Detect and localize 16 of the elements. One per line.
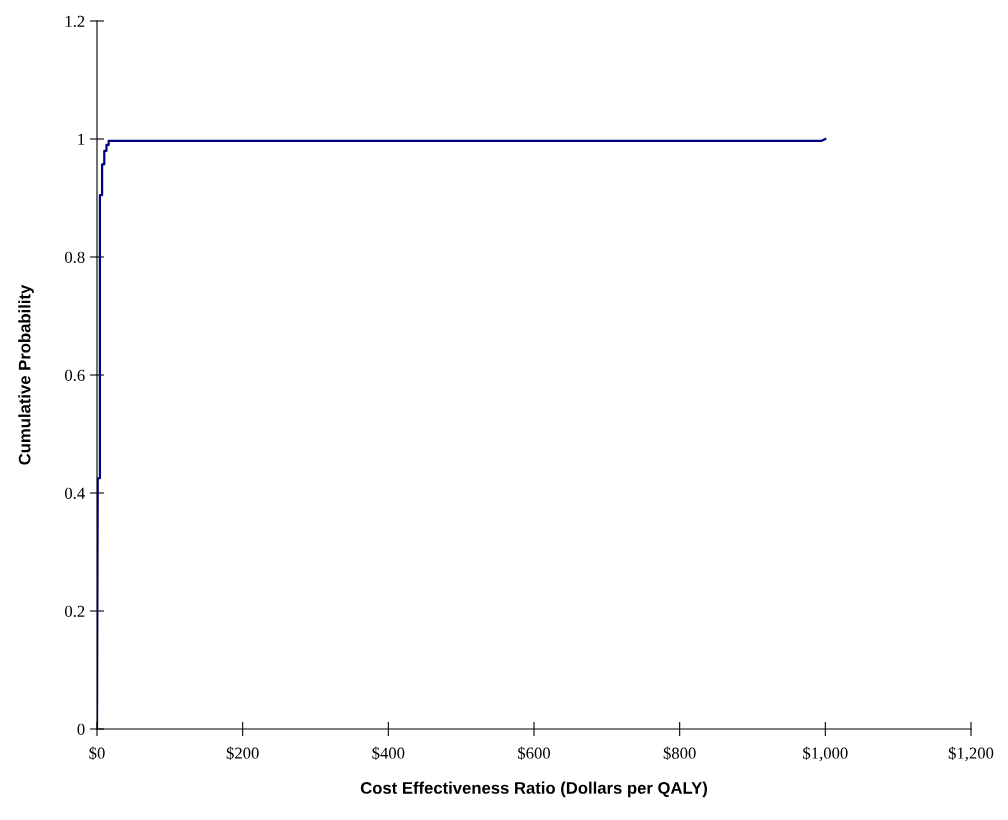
x-tick-label: $1,200 bbox=[948, 746, 994, 762]
x-tick-label: $400 bbox=[372, 746, 405, 760]
x-tick-label: $800 bbox=[663, 746, 696, 760]
y-tick-label: 1.2 bbox=[65, 15, 85, 28]
y-tick-label: 0.8 bbox=[65, 251, 85, 264]
x-tick-label: $0 bbox=[89, 746, 105, 760]
x-tick-label: $1,000 bbox=[803, 746, 848, 762]
y-tick-label: 1 bbox=[78, 133, 85, 145]
y-tick-label: 0 bbox=[77, 723, 85, 735]
x-axis-title: Cost Effectiveness Ratio (Dollars per QALY) bbox=[360, 781, 707, 798]
y-tick-label: 0.6 bbox=[65, 369, 85, 382]
y-tick-label: 0.2 bbox=[65, 605, 85, 618]
y-tick-label: 0.4 bbox=[65, 487, 85, 500]
x-tick-label: $200 bbox=[226, 746, 259, 760]
x-tick-label: $600 bbox=[518, 746, 551, 760]
y-axis-title: Cumulative Probability bbox=[18, 284, 34, 465]
